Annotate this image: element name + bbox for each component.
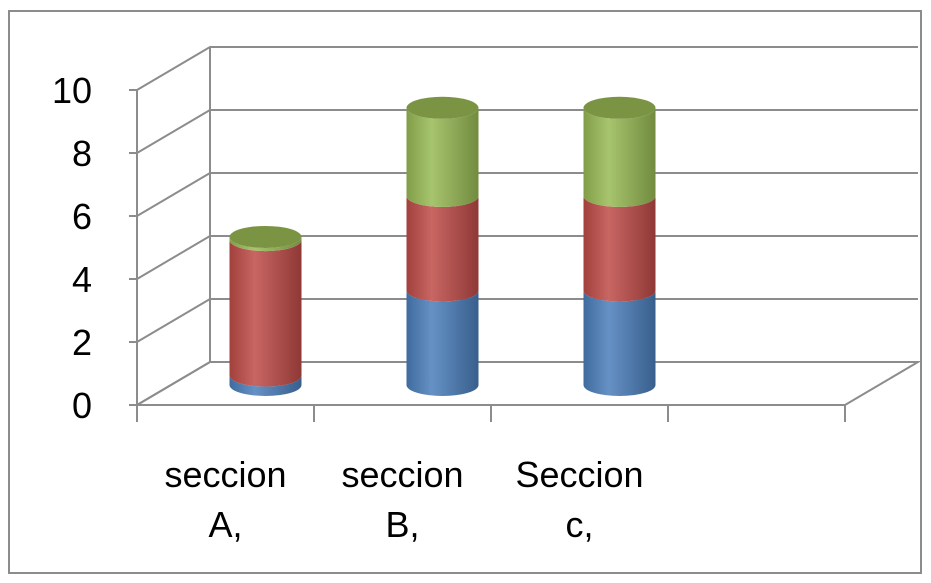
y-tick-label: 10 [52, 70, 92, 111]
bar-segment-body [584, 196, 656, 302]
y-tick-label: 0 [72, 385, 92, 426]
bar-top-cap [584, 97, 656, 119]
bar-top-cap [407, 97, 479, 119]
gridline [137, 110, 918, 153]
bar-segment [230, 226, 302, 251]
bar-segment [407, 97, 479, 207]
y-tick-label: 2 [72, 322, 92, 363]
x-tick-label: seccion [341, 454, 463, 495]
bar-segment [584, 291, 656, 397]
y-tick-label: 6 [72, 196, 92, 237]
y-tick-label: 4 [72, 259, 92, 300]
bar-segment-body [407, 291, 479, 397]
x-tick-label: B, [385, 504, 419, 545]
bar-segment [230, 240, 302, 386]
bar-segment-body [584, 108, 656, 207]
bar-segment [407, 196, 479, 302]
x-tick-label: seccion [164, 454, 286, 495]
bar-segment-body [584, 291, 656, 397]
bars [230, 97, 656, 396]
x-tick-label: A, [208, 504, 242, 545]
bar-segment [584, 97, 656, 207]
bar-segment-body [407, 108, 479, 207]
bar-segment-body [407, 196, 479, 302]
y-tick-label: 8 [72, 133, 92, 174]
x-tick-labels: seccion A, seccion B, Seccion c, [164, 454, 643, 545]
bar-top-cap [230, 226, 302, 248]
gridline [137, 47, 918, 90]
x-tick-label: Seccion [515, 454, 643, 495]
bar-segment-body [230, 240, 302, 386]
gridline [137, 173, 918, 216]
x-tick-label: c, [565, 504, 593, 545]
bar-segment [407, 291, 479, 397]
y-tick-labels: 0 2 4 6 8 10 [52, 70, 92, 426]
bar-segment [584, 196, 656, 302]
